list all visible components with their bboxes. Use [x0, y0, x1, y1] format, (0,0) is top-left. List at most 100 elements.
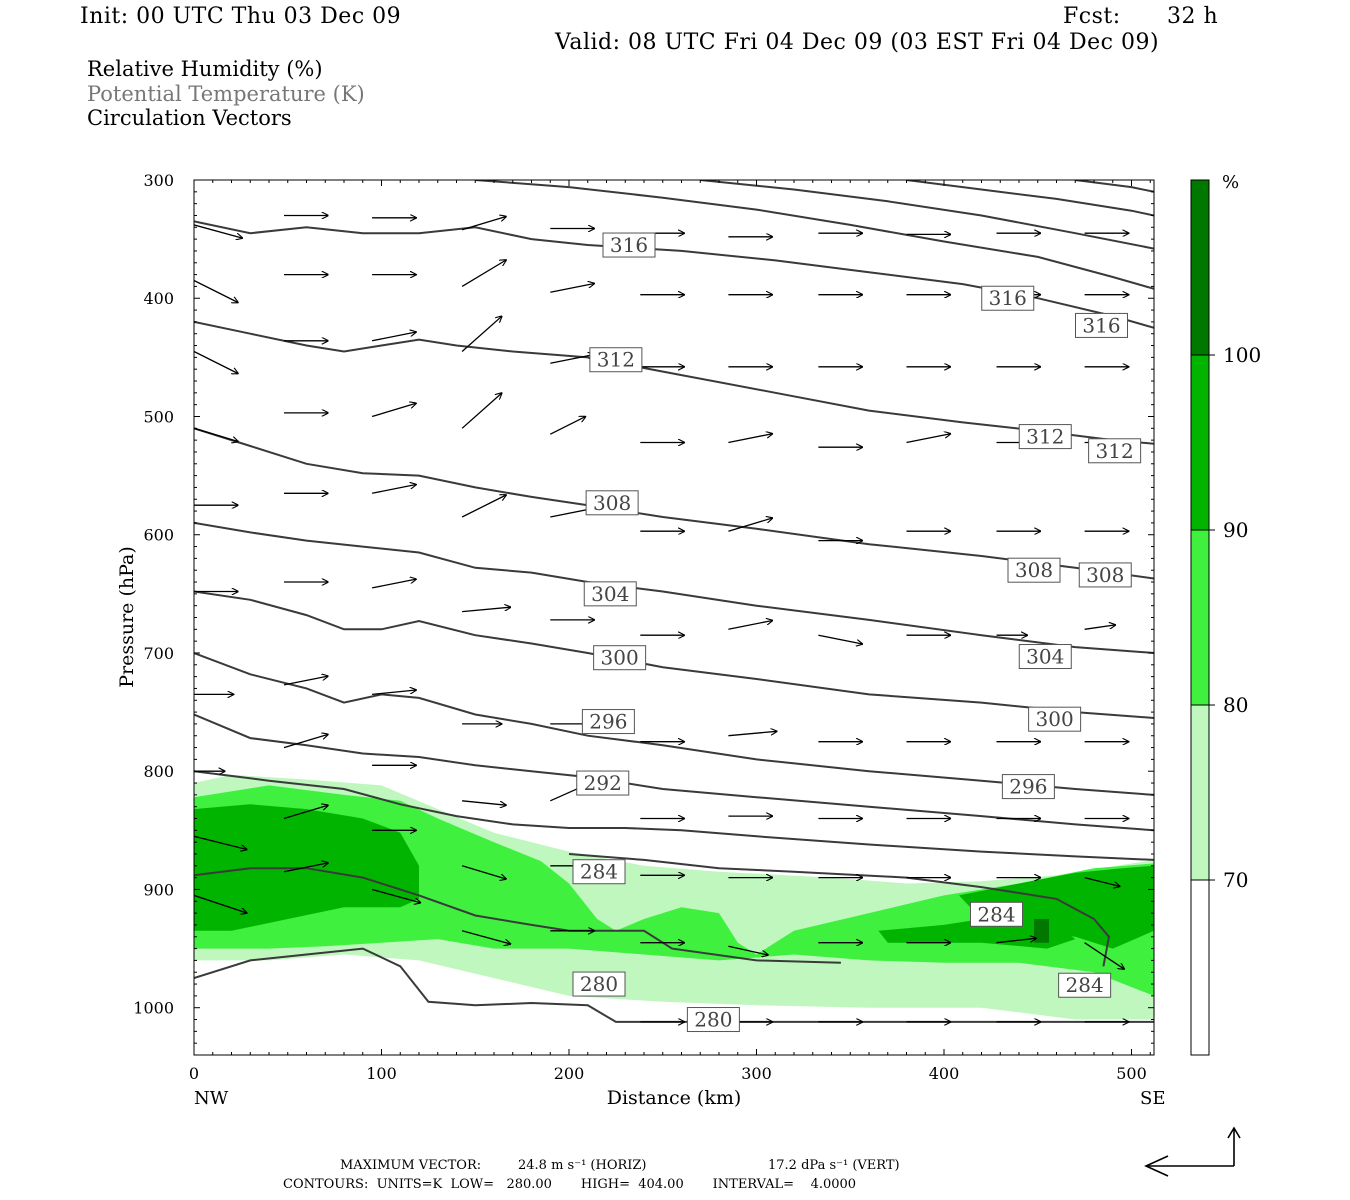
circulation-vector — [194, 279, 238, 303]
circulation-vector — [461, 316, 502, 352]
colorbar-level-label: 80 — [1223, 693, 1248, 717]
circulation-vector — [194, 350, 238, 374]
circulation-vector — [372, 690, 416, 696]
y-tick-label: 700 — [143, 644, 174, 663]
theta-contour-316-9 — [194, 320, 1154, 445]
theta-label-text: 284 — [1066, 973, 1104, 997]
rh-region-100-5 — [1034, 919, 1049, 943]
circulation-vector — [461, 865, 506, 879]
circulation-vector — [194, 894, 247, 913]
max-vector-horiz: 24.8 m s⁻¹ (HORIZ) — [518, 1158, 647, 1173]
circulation-vector — [461, 260, 506, 287]
circulation-vector — [283, 805, 328, 820]
theta-label-text: 284 — [580, 860, 618, 884]
theta-label-text: 308 — [1086, 563, 1124, 587]
circulation-vector — [728, 518, 772, 532]
theta-label-text: 296 — [1009, 775, 1047, 799]
circulation-vector — [728, 621, 772, 630]
theta-contour-284-1 — [194, 867, 841, 964]
theta-label-text: 316 — [1082, 313, 1120, 337]
theta-label-text: 312 — [1096, 439, 1134, 463]
init-time: Init: 00 UTC Thu 03 Dec 09 — [80, 4, 402, 29]
theta-contour-304-6 — [194, 590, 1154, 719]
theta-label-text: 304 — [1026, 645, 1064, 669]
theta-label: 284 — [1058, 972, 1112, 998]
x-tick-label: 300 — [741, 1064, 772, 1083]
theta-contour-292-3 — [194, 770, 1154, 861]
circulation-vector — [283, 676, 328, 686]
rh-field-title: Relative Humidity (%) — [87, 57, 323, 81]
rh-region-90-4 — [959, 865, 1154, 949]
colorbar-band — [1191, 705, 1209, 880]
circulation-vector — [194, 835, 247, 849]
reference-vector-icon — [1144, 1126, 1241, 1177]
x-axis-left-end-label: NW — [194, 1088, 229, 1109]
theta-label: 312 — [1088, 438, 1142, 464]
theta-label: 292 — [576, 770, 630, 796]
theta-contour-312-8 — [194, 427, 1154, 580]
circulation-vector — [283, 734, 328, 749]
x-tick-label: 100 — [366, 1064, 397, 1083]
forecast-label: Fcst: — [1063, 4, 1121, 29]
circulation-vector — [818, 634, 862, 644]
circulation-vector — [371, 403, 416, 418]
max-vector-vert: 17.2 dPa s⁻¹ (VERT) — [768, 1158, 900, 1173]
contours-info: CONTOURS: UNITS=K LOW= 280.00 HIGH= 404.… — [283, 1177, 857, 1192]
y-tick-label: 800 — [143, 762, 174, 781]
theta-label-text: 316 — [610, 233, 648, 257]
max-vector-label: MAXIMUM VECTOR: — [340, 1158, 482, 1173]
x-tick-label: 400 — [929, 1064, 960, 1083]
theta-contour-300-5 — [194, 652, 1154, 796]
theta-label-text: 308 — [593, 491, 631, 515]
theta-label: 304 — [583, 581, 637, 607]
theta-label: 316 — [981, 285, 1035, 311]
x-tick-label: 0 — [189, 1064, 199, 1083]
circulation-vector — [1084, 625, 1116, 630]
colorbar-level-label: 70 — [1223, 868, 1248, 892]
theta-contour-336-14 — [1075, 180, 1154, 193]
theta-label: 308 — [1007, 557, 1061, 583]
theta-label-text: 308 — [1015, 558, 1053, 582]
circulation-vector — [461, 930, 510, 944]
circulation-vector — [371, 888, 420, 903]
y-tick-label: 600 — [143, 526, 174, 545]
x-tick-label: 500 — [1116, 1064, 1147, 1083]
circulation-vector — [462, 800, 506, 805]
theta-contour-layer — [194, 180, 1154, 1023]
theta-contour-284-2 — [568, 853, 1111, 967]
colorbar-band — [1191, 880, 1209, 1055]
circulation-vector — [461, 217, 506, 231]
circulation-vector — [728, 434, 772, 444]
valid-time: Valid: 08 UTC Fri 04 Dec 09 (03 EST Fri … — [555, 30, 1160, 55]
circulation-vector — [462, 607, 510, 613]
theta-label: 304 — [1018, 644, 1072, 670]
x-axis-title: Distance (km) — [607, 1087, 742, 1109]
circulation-vector — [728, 945, 768, 955]
theta-label-text: 312 — [597, 348, 635, 372]
theta-label: 312 — [1018, 424, 1072, 450]
circulation-vector — [461, 393, 502, 429]
theta-contour-324-11 — [475, 180, 1154, 290]
circulation-vector — [550, 355, 594, 364]
theta-label: 284 — [970, 901, 1023, 927]
theta-label: 316 — [602, 232, 656, 258]
theta-label: 316 — [1075, 312, 1128, 338]
theta-contour-280-0 — [194, 947, 1154, 1023]
circulation-vector — [194, 427, 238, 441]
y-tick-label: 1000 — [133, 999, 174, 1018]
circulation-vector — [728, 731, 776, 737]
circulation-vector — [1084, 942, 1125, 969]
circulation-vector — [906, 434, 951, 444]
y-tick-label: 300 — [143, 171, 174, 190]
theta-label-text: 280 — [694, 1008, 732, 1032]
rh-fill-layer — [194, 774, 1154, 1020]
theta-label: 296 — [581, 709, 635, 735]
theta-label-text: 312 — [1026, 425, 1064, 449]
theta-label: 308 — [585, 490, 639, 516]
circulation-vector — [283, 863, 328, 873]
theta-label: 312 — [589, 347, 643, 373]
theta-label-text: 292 — [584, 771, 622, 795]
theta-label-text: 300 — [1036, 707, 1074, 731]
x-tick-label: 200 — [554, 1064, 585, 1083]
